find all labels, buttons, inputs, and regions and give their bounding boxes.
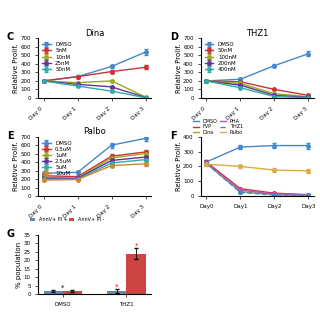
Y-axis label: Relative Prolif.: Relative Prolif. [13, 44, 19, 93]
Bar [44, 291, 63, 294]
Bar [63, 291, 82, 294]
Title: Palbo: Palbo [83, 127, 106, 136]
Text: D: D [170, 32, 178, 43]
Text: E: E [7, 131, 13, 141]
Bar [107, 291, 126, 294]
Legend: DMSO, FVP, Dina, PHA, THZ1, Palbo: DMSO, FVP, Dina, PHA, THZ1, Palbo [192, 118, 244, 136]
Text: C: C [7, 32, 14, 43]
Y-axis label: Relative Prolif.: Relative Prolif. [13, 142, 19, 191]
Text: G: G [7, 229, 15, 239]
Y-axis label: Relative Prolif.: Relative Prolif. [176, 142, 182, 191]
Title: THZ1: THZ1 [246, 28, 268, 38]
Y-axis label: % population: % population [16, 242, 22, 288]
Y-axis label: Relative Prolif.: Relative Prolif. [176, 44, 182, 93]
Text: *: * [115, 284, 119, 290]
Legend: DMSO, 5nM, 10nM, 25nM, 50nM: DMSO, 5nM, 10nM, 25nM, 50nM [41, 41, 73, 73]
Bar [126, 253, 146, 294]
Title: Dina: Dina [85, 28, 104, 38]
Legend: DMSO, 0.5uM, 1uM, 2.5uM, 5uM, 10uM: DMSO, 0.5uM, 1uM, 2.5uM, 5uM, 10uM [41, 140, 73, 177]
Legend: AnnV+ PI +, AnnV+ PI -: AnnV+ PI +, AnnV+ PI - [29, 216, 105, 222]
Text: *: * [61, 284, 64, 290]
Text: *: * [134, 243, 138, 249]
Text: F: F [170, 131, 176, 141]
Legend: DMSO, 50nM, 100nM, 200nM, 400nM: DMSO, 50nM, 100nM, 200nM, 400nM [204, 41, 238, 73]
